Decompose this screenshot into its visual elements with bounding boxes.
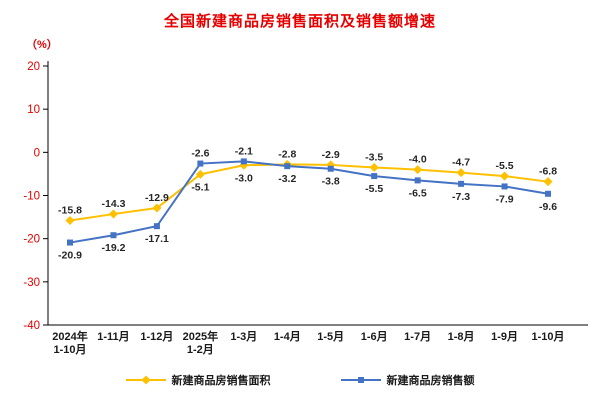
x-axis-label: 1-10月 bbox=[531, 330, 564, 343]
marker-square bbox=[327, 165, 334, 172]
marker-diamond bbox=[413, 165, 423, 175]
y-axis-tick-label: 20 bbox=[27, 61, 40, 73]
x-axis-label: 1-12月 bbox=[140, 330, 173, 343]
data-label: -6.8 bbox=[539, 166, 557, 178]
data-label: -5.1 bbox=[191, 181, 209, 193]
x-axis-label: 1-6月 bbox=[361, 330, 388, 343]
data-label: -5.5 bbox=[365, 183, 383, 195]
data-label: -3.8 bbox=[322, 176, 340, 188]
data-label: -2.9 bbox=[322, 149, 340, 161]
data-label: -7.9 bbox=[495, 193, 513, 205]
data-label: -4.0 bbox=[409, 154, 427, 166]
marker-diamond bbox=[369, 162, 379, 172]
series-line bbox=[69, 163, 549, 222]
data-label: -7.3 bbox=[452, 191, 470, 203]
x-axis-label: 1-3月 bbox=[230, 330, 257, 343]
marker-square bbox=[67, 239, 73, 246]
marker-diamond bbox=[108, 209, 118, 219]
marker-square bbox=[153, 223, 160, 230]
x-axis-label: 1-4月 bbox=[274, 330, 301, 343]
marker-diamond bbox=[65, 216, 75, 226]
data-label: -15.8 bbox=[58, 205, 82, 217]
x-axis-label: 1-11月 bbox=[97, 330, 129, 343]
chart-title: 全国新建商品房销售面积及销售额增速 bbox=[163, 13, 436, 30]
line-chart: 20 10 0 -10 -20 -30 -40 2024年 1-10月 1-11月 1-12月 202… bbox=[23, 61, 588, 356]
marker-square bbox=[197, 160, 204, 167]
x-axis-label: 2024年 1-10月 bbox=[52, 329, 87, 356]
data-label: -2.6 bbox=[191, 148, 209, 160]
data-label: -14.3 bbox=[101, 198, 125, 210]
legend-line-diamond-icon bbox=[125, 374, 166, 386]
y-axis-tick-label: 10 bbox=[27, 104, 40, 116]
chart-legend: 新建商品房销售面积 新建商品房销售额 bbox=[0, 372, 600, 388]
marker-square bbox=[414, 177, 421, 184]
x-axis-label: 1-8月 bbox=[448, 330, 475, 343]
data-label: -5.5 bbox=[495, 160, 513, 172]
marker-square bbox=[110, 232, 117, 239]
marker-diamond bbox=[140, 375, 151, 385]
data-label: -4.7 bbox=[452, 157, 470, 169]
marker-square bbox=[240, 158, 247, 165]
y-axis-tick-label: -30 bbox=[23, 277, 40, 289]
data-label: -2.1 bbox=[235, 145, 253, 157]
marker-diamond bbox=[543, 177, 553, 187]
marker-diamond bbox=[195, 169, 205, 179]
legend-label-sales-value: 新建商品房销售额 bbox=[386, 375, 475, 387]
legend-label-sales-area: 新建商品房销售面积 bbox=[171, 375, 271, 387]
y-axis-tick-label: -20 bbox=[23, 234, 40, 246]
data-label: -3.0 bbox=[235, 172, 253, 184]
data-label: -17.1 bbox=[145, 233, 169, 245]
x-axis-label: 1-7月 bbox=[404, 330, 431, 343]
x-axis-label: 1-5月 bbox=[317, 330, 344, 343]
marker-square bbox=[284, 163, 291, 170]
marker-diamond bbox=[152, 203, 162, 213]
x-axis-label: 2025年 1-2月 bbox=[183, 329, 218, 356]
data-label: -3.2 bbox=[278, 173, 296, 185]
marker-square bbox=[371, 173, 378, 180]
y-axis-tick-label: 0 bbox=[34, 147, 40, 159]
marker-square bbox=[545, 190, 551, 197]
data-label: -19.2 bbox=[101, 242, 125, 254]
series-line bbox=[69, 160, 549, 244]
data-label: -12.9 bbox=[145, 192, 169, 204]
data-label: -6.5 bbox=[409, 187, 427, 199]
data-label: -2.8 bbox=[278, 148, 296, 160]
data-label: -20.9 bbox=[58, 250, 82, 262]
marker-diamond bbox=[456, 168, 466, 178]
data-label: -9.6 bbox=[539, 201, 557, 213]
x-axis-label: 1-9月 bbox=[491, 330, 518, 343]
data-label: -3.5 bbox=[365, 151, 383, 163]
marker-diamond bbox=[500, 171, 510, 181]
y-axis-unit-label: （%） bbox=[26, 39, 58, 51]
y-axis-tick-label: -40 bbox=[23, 320, 40, 332]
marker-square bbox=[501, 183, 508, 190]
legend-line-square-icon bbox=[340, 374, 381, 386]
marker-square bbox=[458, 180, 465, 187]
y-axis-tick-label: -10 bbox=[23, 191, 40, 203]
legend-item-sales-value: 新建商品房销售额 bbox=[340, 372, 475, 388]
legend-item-sales-area: 新建商品房销售面积 bbox=[125, 372, 271, 388]
marker-square bbox=[357, 377, 364, 383]
